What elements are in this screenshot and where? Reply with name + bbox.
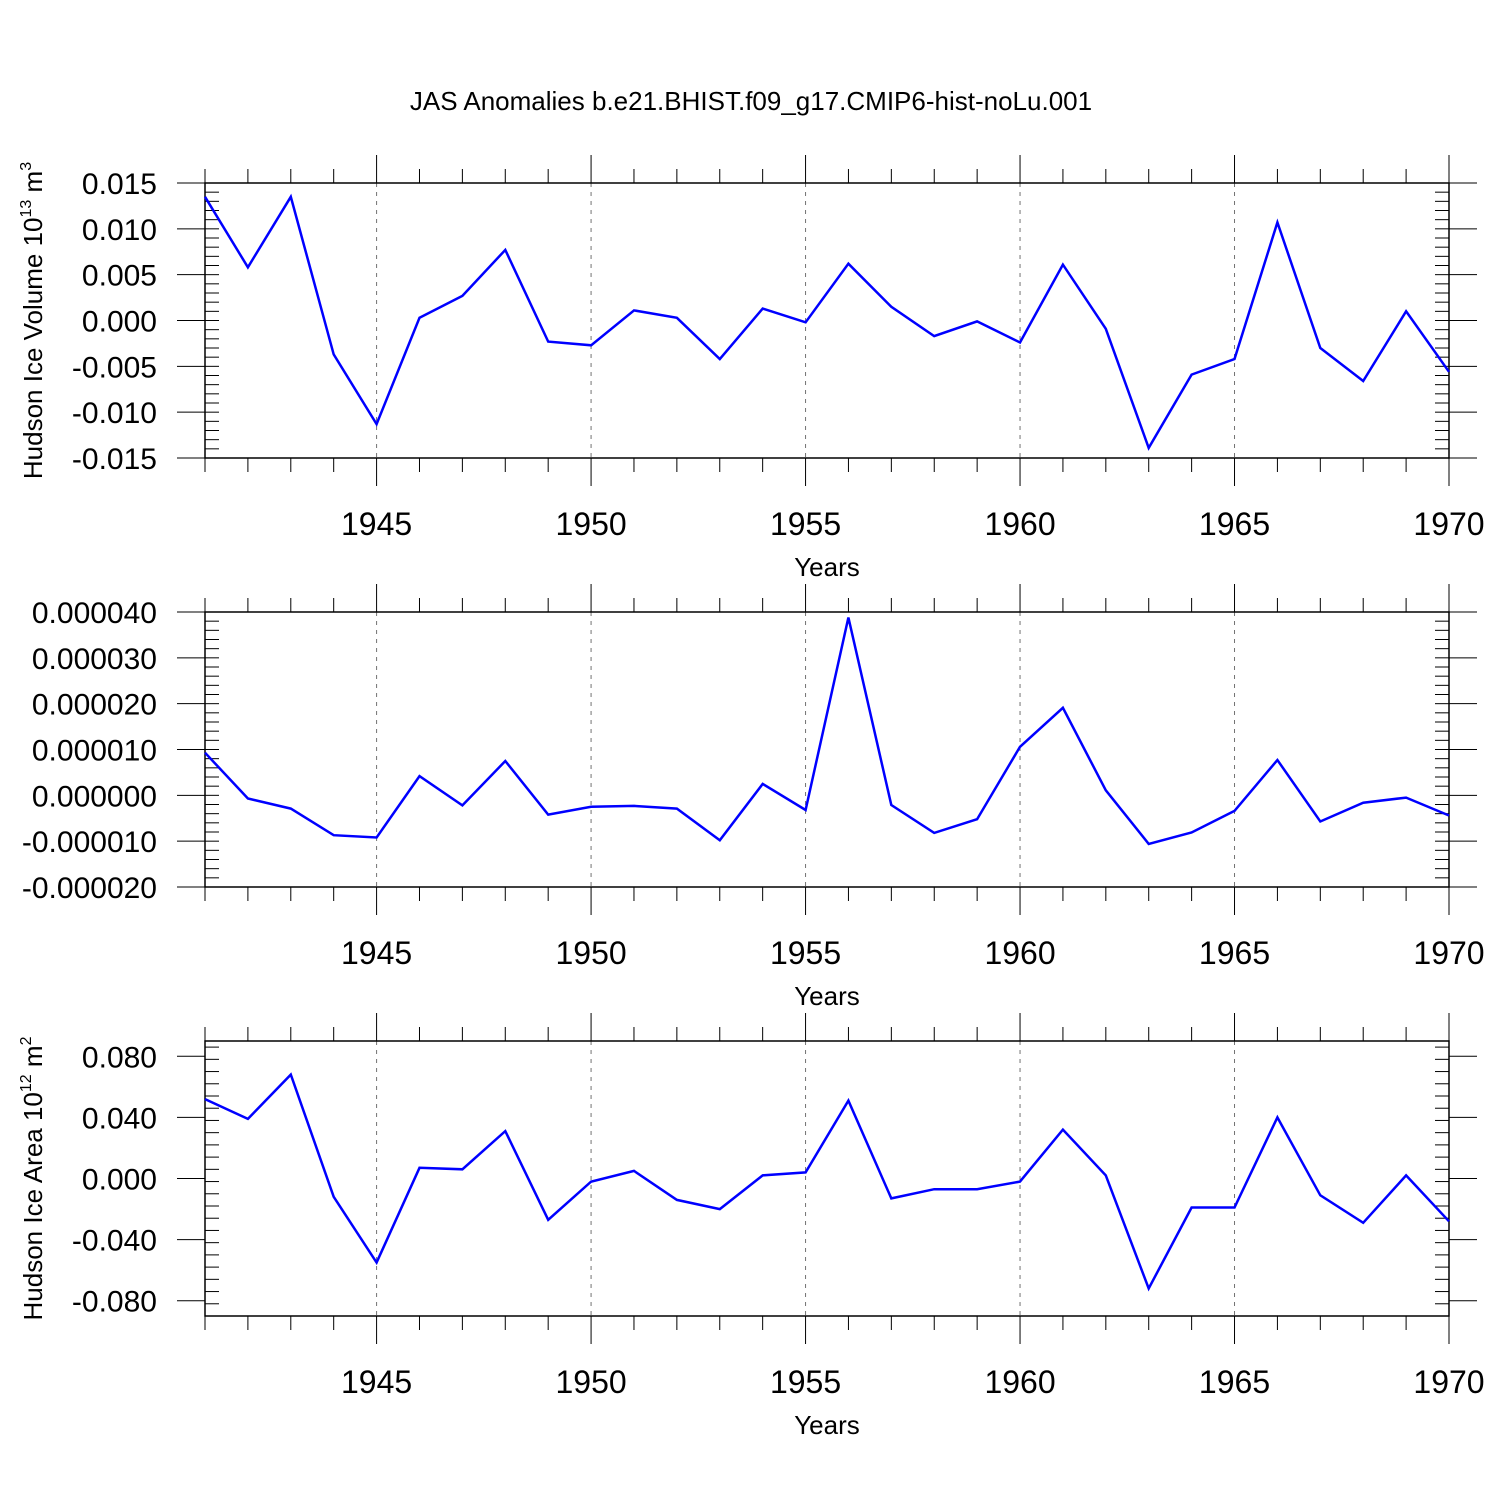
panel-2: 1945 1950 1955 1960 1965 1970 0.000040 0.000030… [22, 584, 1485, 1011]
y-tick-label-3: 0.000010 [32, 735, 157, 768]
series-line [204, 617, 1450, 846]
x-tick-label-1945: 1945 [341, 506, 412, 542]
y-tick-label-1: 0.000030 [32, 643, 157, 676]
x-tick-label-1965: 1965 [1199, 935, 1270, 971]
y-tick-label-0: 0.015 [82, 168, 157, 201]
x-tick-label-1965: 1965 [1199, 1364, 1270, 1400]
series-line [204, 1072, 1450, 1292]
plot-frame [204, 182, 1450, 459]
y-tick-label-4: -0.080 [72, 1286, 157, 1319]
panel-1: 1945 1950 1955 1960 1965 1970 0.015 0.010 0.005 0… [18, 155, 1485, 582]
y-tick-label-6: -0.000020 [22, 872, 157, 905]
y-axis-label: Hudson Ice Volume 1013 m3 [18, 162, 48, 479]
x-tick-label-1955: 1955 [770, 935, 841, 971]
x-tick-label-1945: 1945 [341, 935, 412, 971]
y-tick-label-0: 0.080 [82, 1041, 157, 1074]
y-tick-label-6: -0.015 [72, 443, 157, 476]
plot-frame [204, 611, 1450, 888]
figure-title: JAS Anomalies b.e21.BHIST.f09_g17.CMIP6-… [410, 86, 1092, 116]
x-tick-label-1955: 1955 [770, 506, 841, 542]
y-tick-label-1: 0.010 [82, 214, 157, 247]
x-tick-label-1955: 1955 [770, 1364, 841, 1400]
y-axis-label: Hudson Ice Area 1012 m2 [18, 1036, 48, 1320]
panel-3: 1945 1950 1955 1960 1965 1970 0.080 0.040 0.000 -… [18, 1013, 1485, 1440]
y-tick-label-2: 0.005 [82, 260, 157, 293]
y-tick-label-0: 0.000040 [32, 597, 157, 630]
x-tick-label-1950: 1950 [555, 935, 626, 971]
plot-frame [204, 1040, 1450, 1317]
x-tick-label-1970: 1970 [1413, 1364, 1484, 1400]
x-tick-label-1965: 1965 [1199, 506, 1270, 542]
y-tick-label-2: 0.000020 [32, 689, 157, 722]
x-tick-label-1960: 1960 [984, 935, 1055, 971]
y-tick-label-5: -0.010 [72, 397, 157, 430]
x-tick-label-1960: 1960 [984, 1364, 1055, 1400]
y-tick-label-4: -0.005 [72, 351, 157, 384]
y-tick-label-3: -0.040 [72, 1225, 157, 1258]
x-tick-label-1945: 1945 [341, 1364, 412, 1400]
x-axis-label: Years [794, 981, 860, 1011]
y-tick-label-2: 0.000 [82, 1164, 157, 1197]
y-tick-label-4: 0.000000 [32, 780, 157, 813]
x-tick-label-1950: 1950 [555, 1364, 626, 1400]
x-tick-label-1950: 1950 [555, 506, 626, 542]
panels: 1945 1950 1955 1960 1965 1970 0.015 0.010 0.005 0… [18, 155, 1485, 1440]
x-axis-label: Years [794, 1410, 860, 1440]
y-tick-label-3: 0.000 [82, 306, 157, 339]
x-tick-label-1970: 1970 [1413, 506, 1484, 542]
x-tick-label-1970: 1970 [1413, 935, 1484, 971]
y-tick-label-5: -0.000010 [22, 826, 157, 859]
x-axis-label: Years [794, 552, 860, 582]
y-tick-label-1: 0.040 [82, 1102, 157, 1135]
x-tick-label-1960: 1960 [984, 506, 1055, 542]
series-line [203, 193, 1451, 451]
